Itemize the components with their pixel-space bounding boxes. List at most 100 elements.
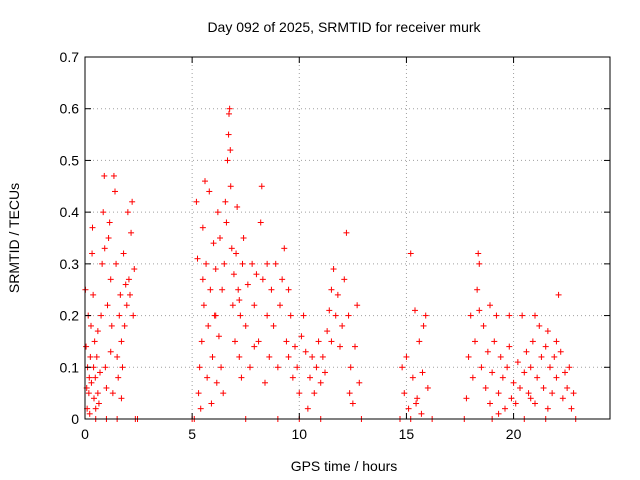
data-point	[478, 364, 485, 371]
data-point	[232, 338, 238, 345]
data-point	[566, 364, 573, 371]
data-point	[547, 364, 553, 371]
x-tick-label: 5	[188, 426, 196, 442]
data-point	[107, 348, 114, 355]
y-tick-label: 0.6	[60, 101, 80, 117]
data-point	[88, 322, 94, 329]
data-point	[343, 229, 350, 236]
y-axis-label: SRMTID / TECUs	[6, 183, 22, 293]
plot-frame	[84, 56, 611, 420]
data-point	[491, 338, 498, 345]
data-point	[196, 364, 203, 371]
y-tick-label: 0.5	[60, 152, 80, 168]
data-point	[521, 369, 528, 376]
data-point	[334, 291, 341, 298]
data-point	[497, 353, 504, 360]
x-tick-label: 0	[81, 426, 89, 442]
data-point	[328, 286, 335, 293]
data-point	[416, 338, 423, 345]
data-point	[551, 353, 558, 360]
x-tick-label: 20	[506, 426, 522, 442]
data-point	[527, 364, 534, 371]
data-point	[356, 379, 363, 386]
data-point	[221, 260, 228, 267]
data-point	[251, 343, 258, 350]
y-tick-label: 0.1	[60, 359, 80, 375]
data-point	[114, 353, 121, 360]
y-tick-label: 0	[71, 411, 79, 427]
data-point	[94, 390, 101, 397]
data-point	[475, 250, 482, 257]
data-point	[194, 255, 201, 262]
data-point	[209, 353, 216, 360]
data-point	[420, 322, 427, 329]
data-point	[91, 338, 98, 345]
data-point	[90, 364, 97, 371]
data-point	[197, 405, 204, 412]
data-point	[562, 369, 568, 376]
data-point	[239, 260, 246, 267]
data-point	[409, 374, 416, 381]
data-point	[337, 343, 343, 350]
data-point	[332, 312, 339, 319]
data-point	[120, 250, 127, 257]
data-point	[213, 379, 220, 386]
data-point	[527, 395, 534, 402]
chart-title: Day 092 of 2025, SRMTID for receiver mur…	[207, 19, 481, 35]
data-point	[482, 384, 489, 391]
data-point	[532, 400, 538, 407]
data-point	[322, 369, 328, 376]
data-point	[268, 286, 275, 293]
data-point	[99, 260, 106, 267]
data-point	[118, 395, 125, 402]
data-point	[506, 312, 513, 319]
data-point	[564, 384, 571, 391]
data-point	[206, 188, 213, 195]
y-tick-label: 0.2	[60, 308, 80, 324]
data-point	[208, 400, 215, 407]
data-point	[240, 235, 247, 241]
data-point	[326, 307, 333, 314]
data-point	[89, 250, 96, 257]
data-point	[279, 276, 286, 283]
data-point	[328, 338, 335, 345]
data-point	[476, 307, 483, 314]
data-point	[102, 364, 109, 371]
data-point	[345, 312, 352, 319]
data-point	[262, 379, 268, 386]
data-point	[220, 390, 227, 397]
data-point	[94, 328, 101, 335]
data-point	[101, 172, 108, 179]
data-point	[101, 245, 108, 252]
data-point	[519, 312, 526, 319]
data-point	[212, 312, 219, 319]
data-point	[341, 276, 348, 283]
data-point	[480, 322, 487, 329]
data-point	[555, 291, 562, 298]
data-point	[255, 338, 262, 345]
data-point	[107, 276, 114, 283]
data-point	[510, 379, 517, 386]
data-point	[242, 322, 249, 329]
data-point	[130, 312, 137, 319]
data-point	[296, 390, 303, 397]
data-point	[204, 374, 211, 381]
data-point	[247, 364, 253, 371]
axis-ticks: 0 0.1 0.2 0.3 0.4 0.5 0.6 0.7 0 5 10 15 20	[60, 49, 610, 442]
data-point	[236, 353, 243, 360]
data-point	[401, 390, 408, 397]
data-point	[534, 374, 541, 381]
data-point	[207, 286, 214, 293]
data-point	[113, 260, 120, 267]
data-point	[309, 353, 316, 360]
data-point	[237, 312, 244, 319]
data-point	[253, 271, 260, 278]
data-point	[272, 260, 279, 267]
data-point	[122, 281, 129, 288]
data-point	[274, 364, 281, 371]
data-point	[195, 390, 202, 397]
data-point	[414, 395, 421, 402]
data-point	[109, 390, 116, 397]
data-point	[339, 322, 346, 329]
